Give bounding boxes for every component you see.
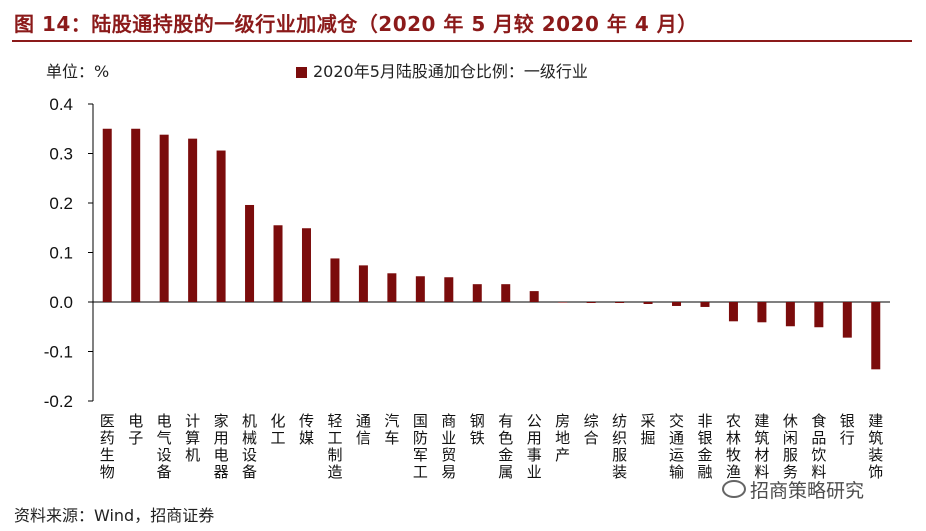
- x-tick-label: 纺织服装: [612, 412, 627, 481]
- x-tick-label: 非银金融: [697, 412, 712, 481]
- x-tick-label: 汽车: [384, 412, 399, 447]
- bar: [842, 302, 852, 338]
- watermark-text: 招商策略研究: [750, 480, 865, 502]
- bar: [728, 302, 738, 322]
- bar: [672, 302, 682, 306]
- legend-label: 2020年5月陆股通加仓比例：一级行业: [313, 62, 588, 81]
- bar: [529, 291, 539, 302]
- bar: [131, 128, 141, 302]
- bar: [159, 134, 169, 302]
- x-tick-label: 交通运输: [669, 412, 684, 481]
- x-tick-label: 有色金属: [498, 412, 513, 481]
- bar: [102, 128, 112, 302]
- bar: [871, 302, 881, 370]
- x-tick-label: 公用事业: [527, 412, 542, 481]
- x-tick-label: 化工: [271, 412, 286, 447]
- bar: [472, 284, 482, 302]
- x-tick-label: 休闲服务: [783, 412, 798, 481]
- x-tick-label: 家用电器: [214, 412, 229, 481]
- bar: [814, 302, 824, 328]
- figure-title: 图 14：陆股通持股的一级行业加减仓（2020 年 5 月较 2020 年 4 …: [14, 12, 698, 36]
- bar: [444, 277, 454, 302]
- x-tick-label: 轻工制造: [327, 412, 342, 481]
- legend-swatch: [296, 67, 307, 78]
- x-tick-label: 计算机: [185, 412, 200, 464]
- x-tick-label: 通信: [356, 412, 371, 447]
- y-tick-label: 0.1: [49, 244, 73, 263]
- bar: [188, 138, 198, 302]
- x-tick-label: 房地产: [555, 412, 570, 464]
- unit-label: 单位：%: [46, 62, 110, 81]
- bar: [615, 302, 625, 303]
- source-note: 资料来源：Wind，招商证券: [14, 506, 215, 525]
- x-tick-label: 建筑装饰: [868, 412, 883, 481]
- x-tick-label: 电气设备: [157, 412, 172, 481]
- x-tick-label: 钢铁: [470, 412, 485, 447]
- bar: [301, 228, 311, 302]
- watermark: 招商策略研究: [722, 476, 864, 503]
- y-tick-label: -0.1: [44, 343, 73, 362]
- x-tick-label: 传媒: [299, 412, 314, 447]
- x-tick-label: 综合: [584, 412, 599, 447]
- bar: [330, 258, 340, 302]
- x-tick-label: 建筑材料: [754, 412, 769, 481]
- bar: [415, 276, 425, 302]
- bar: [273, 225, 283, 302]
- y-tick-label: 0.0: [49, 293, 73, 312]
- x-tick-label: 机械设备: [242, 412, 257, 481]
- bar: [387, 273, 397, 302]
- y-tick-label: 0.4: [49, 95, 73, 114]
- bar: [785, 302, 795, 327]
- title-divider: [12, 40, 912, 42]
- bar: [757, 302, 767, 323]
- y-tick-label: 0.2: [49, 194, 73, 213]
- bar: [358, 265, 368, 302]
- x-tick-label: 商业贸易: [441, 412, 456, 481]
- bar: [501, 284, 511, 302]
- bar: [558, 302, 568, 303]
- x-tick-label: 农林牧渔: [726, 412, 741, 481]
- x-tick-label: 食品饮料: [811, 412, 826, 481]
- bar: [216, 150, 226, 302]
- bar: [586, 302, 596, 303]
- x-tick-label: 电子: [128, 412, 143, 447]
- bar: [643, 302, 653, 304]
- bar: [245, 204, 255, 302]
- y-tick-label: -0.2: [44, 392, 73, 411]
- x-tick-label: 医药生物: [100, 412, 115, 481]
- wechat-icon: [722, 480, 746, 498]
- chart-legend: 2020年5月陆股通加仓比例：一级行业: [296, 58, 588, 82]
- x-tick-label: 国防军工: [413, 412, 428, 481]
- bar: [700, 302, 710, 307]
- x-tick-label: 采掘: [641, 412, 656, 447]
- x-tick-label: 银行: [840, 412, 855, 447]
- y-tick-label: 0.3: [49, 145, 73, 164]
